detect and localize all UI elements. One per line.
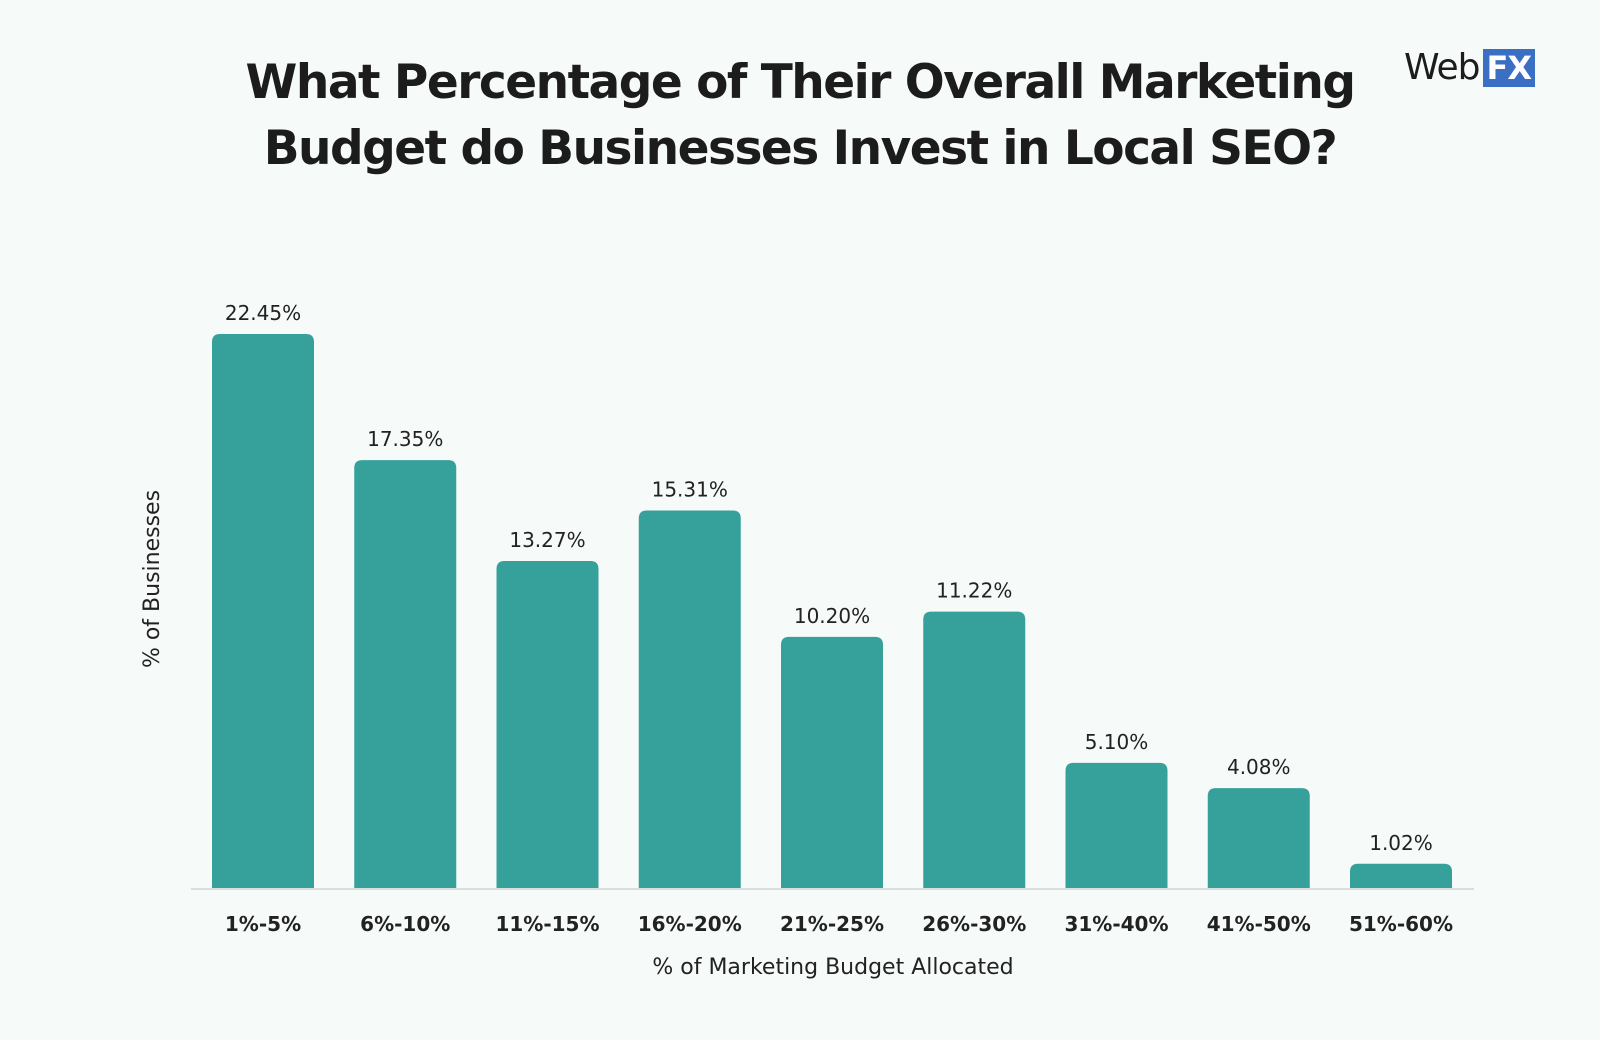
x-tick-label-6: 26%-30% bbox=[922, 912, 1026, 936]
chart-title-line-2: Budget do Businesses Invest in Local SEO… bbox=[263, 121, 1338, 176]
data-label-8: 4.08% bbox=[1227, 755, 1291, 779]
x-tick-label-2: 6%-10% bbox=[360, 912, 450, 936]
data-label-3: 13.27% bbox=[509, 528, 585, 552]
bar-3 bbox=[496, 560, 599, 889]
webfx-logo: Web FX bbox=[1404, 46, 1536, 90]
bar-5 bbox=[781, 636, 883, 889]
x-tick-label-4: 16%-20% bbox=[638, 912, 742, 936]
logo-badge: FX bbox=[1482, 49, 1536, 87]
logo-text: Web bbox=[1404, 47, 1480, 88]
bar-4 bbox=[638, 510, 741, 889]
bar-2 bbox=[354, 460, 457, 889]
data-label-4: 15.31% bbox=[652, 478, 728, 502]
data-label-6: 11.22% bbox=[936, 579, 1012, 603]
x-tick-labels-group: 1%-5% 6%-10% 11%-15% 16%-20% 21%-25% 26%-30% 3… bbox=[225, 912, 1453, 936]
x-tick-label-8: 41%-50% bbox=[1207, 912, 1311, 936]
data-labels-group: 22.45% 17.35% 13.27% 15.31% 10.20% 11.22% 5.10… bbox=[225, 301, 1433, 855]
bar-8 bbox=[1207, 788, 1310, 889]
x-tick-label-3: 11%-15% bbox=[495, 912, 599, 936]
x-tick-label-9: 51%-60% bbox=[1349, 912, 1453, 936]
data-label-9: 1.02% bbox=[1369, 831, 1433, 855]
bar-9 bbox=[1350, 863, 1452, 889]
y-axis-label: % of Businesses bbox=[140, 490, 165, 668]
bar-1 bbox=[212, 334, 314, 889]
x-axis-label: % of Marketing Budget Allocated bbox=[652, 955, 1013, 980]
x-tick-label-7: 31%-40% bbox=[1064, 912, 1168, 936]
chart-title: What Percentage of Their Overall Marketi… bbox=[120, 50, 1480, 182]
x-tick-label-1: 1%-5% bbox=[225, 912, 301, 936]
chart-title-line-1: What Percentage of Their Overall Marketi… bbox=[245, 55, 1356, 110]
bar-6 bbox=[923, 611, 1026, 889]
bar-7 bbox=[1065, 762, 1168, 889]
data-label-5: 10.20% bbox=[794, 604, 870, 628]
x-tick-label-5: 21%-25% bbox=[780, 912, 884, 936]
data-label-2: 17.35% bbox=[367, 427, 443, 451]
bars-group bbox=[212, 334, 1452, 889]
data-label-1: 22.45% bbox=[225, 301, 301, 325]
data-label-7: 5.10% bbox=[1085, 730, 1149, 754]
